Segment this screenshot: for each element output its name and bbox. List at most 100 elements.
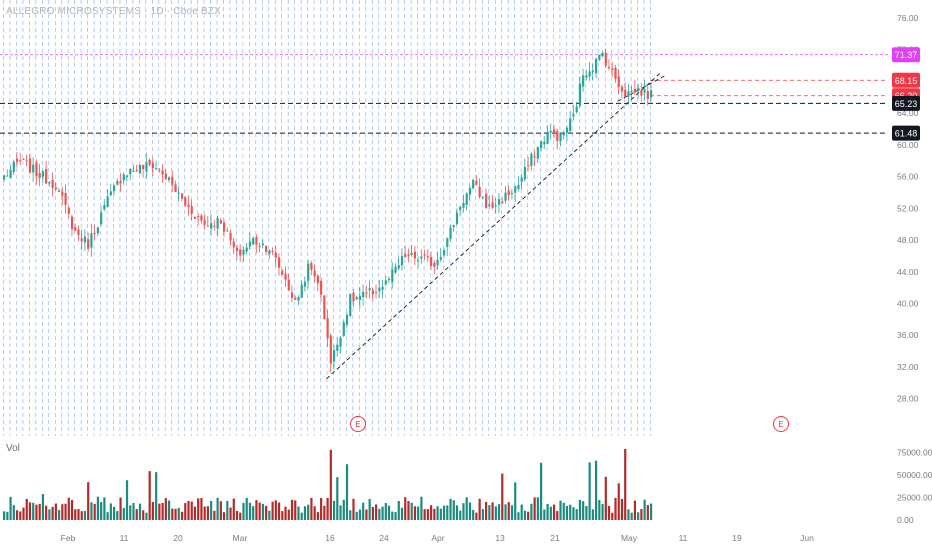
volume-bar [507,502,510,520]
volume-bar [271,501,274,520]
volume-bar [426,509,429,520]
volume-bar [465,497,468,520]
candle-body [552,129,556,135]
earnings-marker: E [350,416,366,432]
volume-bar [442,505,446,520]
volume-bar [180,511,184,520]
volume-bar [96,496,100,520]
volume-bar [646,505,649,520]
volume-bar [607,506,611,520]
candle-body [430,256,433,267]
candle-body [391,269,394,283]
candle-body [274,252,277,258]
volume-bar [394,512,397,520]
candle-body [116,181,119,185]
candle-body [585,75,588,78]
volume-bar [9,496,12,520]
volume-bar [640,509,643,520]
volume-bar [417,506,420,520]
volume-bar [135,509,138,520]
time-tick-label: 16 [325,533,335,543]
candle-body [397,265,400,269]
volume-bar [57,510,61,520]
candle-body [142,164,145,170]
volume-bar [190,501,193,520]
volume-bar [213,510,216,520]
price-badge-bg [892,95,920,111]
candle-body [530,153,533,166]
volume-bar [578,499,582,520]
volume-bar [400,507,404,520]
candle-body [313,270,316,277]
volume-bar [193,506,197,520]
candle-body [193,216,197,219]
volume-bar [329,449,332,520]
candle-body [310,263,313,270]
volume-bar [530,503,533,520]
volume-bar [93,503,96,520]
volume-bar [368,498,371,520]
candle-body [562,132,565,136]
candle-body [520,177,523,182]
volume-bar [307,504,310,520]
volume-bar [255,500,258,520]
candle-body [284,273,287,280]
candle-body [588,71,591,77]
volume-bar [540,462,543,520]
candle-body [543,141,546,145]
volume-bar [274,500,277,520]
candle-body [436,259,439,266]
candle-body [210,223,213,229]
candle-body [326,318,329,339]
volume-bar [242,502,245,520]
time-tick-label: Jun [800,533,814,543]
candle-body [501,201,504,204]
candle-body [54,187,57,190]
candle-body [617,76,620,87]
candle-body [287,279,290,291]
volume-bar [103,497,106,520]
candle-body [549,131,552,133]
volume-bar [35,504,38,520]
price-badge-label: 68.15 [895,76,918,86]
volume-bar [38,503,41,520]
volume-bar [258,502,261,520]
price-badge-bg [892,47,920,63]
time-tick-label: 24 [379,533,389,543]
candle-body [494,205,497,207]
candle-body [329,335,332,364]
candle-body [19,160,22,162]
candle-body [41,171,45,177]
volume-bar [614,497,617,520]
candle-body [119,180,122,184]
volume-bar [261,503,264,520]
candle-body [614,67,617,80]
candle-body [138,164,142,174]
volume-bar [452,500,455,520]
candle-body [387,278,391,280]
candle-body [472,179,475,189]
volume-bar [339,505,342,520]
candle-body [258,246,261,248]
candle-body [517,184,520,190]
time-tick-label: 11 [679,533,688,543]
volume-bar [129,505,132,520]
volume-bar [362,502,365,520]
volume-bar [423,509,426,520]
candle-body [200,215,203,221]
volume-bar [281,511,284,520]
candle-body [132,170,135,172]
candle-body [96,227,100,234]
volume-bar [132,502,135,520]
candle-body [219,220,222,224]
candle-body [362,291,365,298]
candle-body [497,199,501,205]
time-tick-label: May [621,533,638,543]
candle-body [485,193,488,208]
trendlines [326,73,667,380]
price-badge-label: 65.23 [895,99,918,109]
candle-body [158,169,161,171]
time-tick-label: 13 [495,533,505,543]
volume-bar [235,510,239,520]
